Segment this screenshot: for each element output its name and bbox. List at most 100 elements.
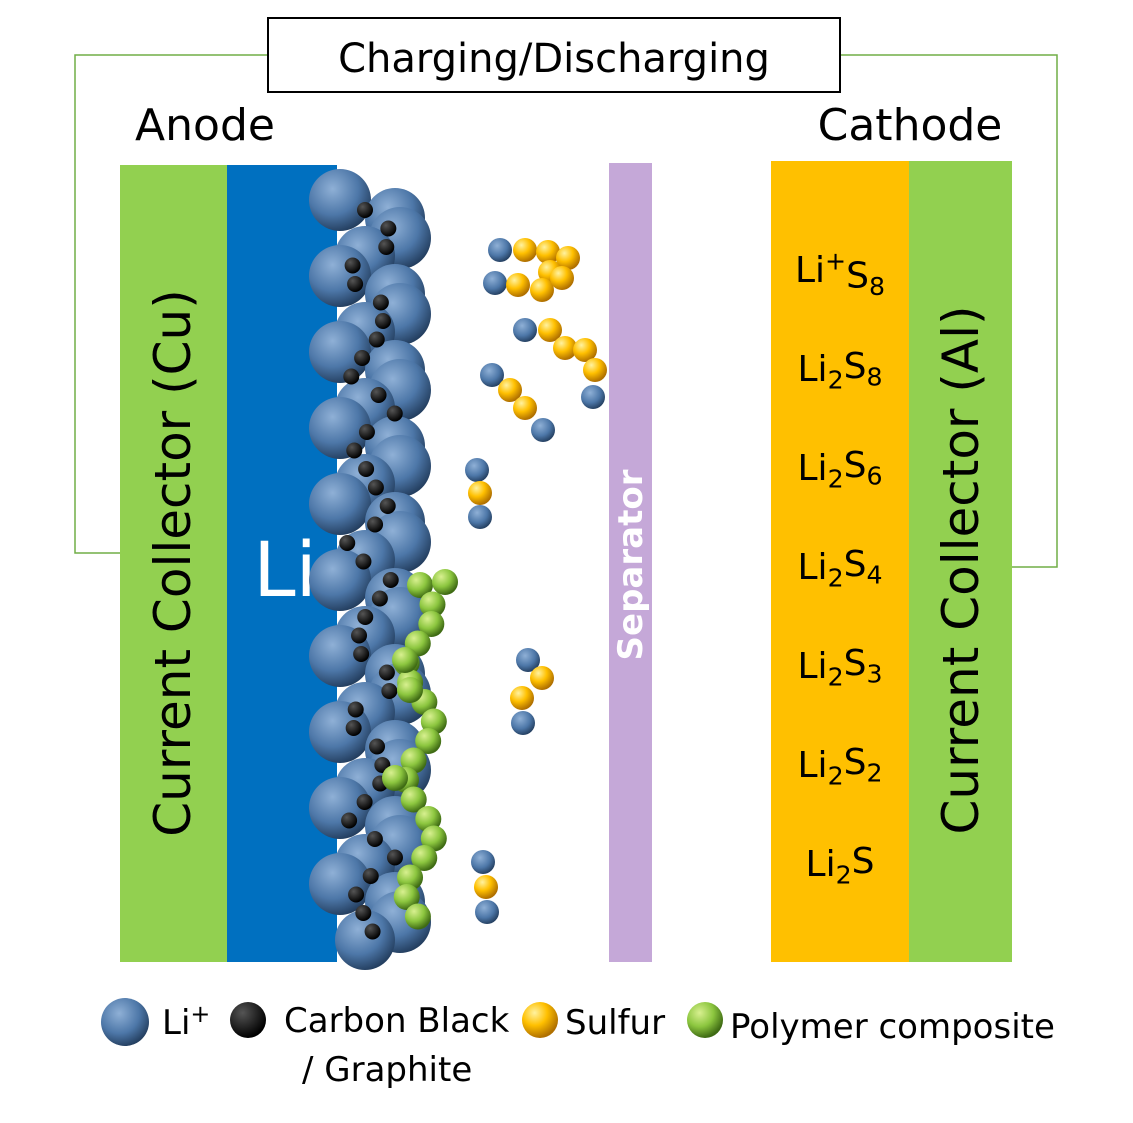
wire (840, 54, 1058, 568)
s-particle (553, 336, 577, 360)
k-particle (369, 738, 386, 755)
k-particle (371, 590, 388, 607)
legend-label: Polymer composite (730, 1007, 1055, 1047)
text-run: S (844, 445, 867, 486)
s-particle (498, 378, 522, 402)
separator-label: Separator (611, 469, 651, 660)
text-run: Li (798, 448, 828, 489)
g-particle (392, 647, 418, 673)
b-particle (475, 900, 499, 924)
b-particle (335, 910, 395, 970)
k-particle (351, 627, 368, 644)
k-particle (357, 202, 373, 218)
text-run: 2 (828, 465, 844, 494)
text-run: S (844, 742, 867, 783)
text-run: S (844, 643, 867, 684)
g-particle (415, 806, 442, 832)
anode-label: Anode (135, 100, 275, 151)
text-run: 3 (866, 659, 882, 688)
s-particle (538, 318, 562, 342)
b-particle (511, 711, 535, 735)
s-particle (583, 358, 607, 382)
s-particle (556, 246, 580, 270)
k-particle (378, 664, 395, 681)
b-particle (516, 648, 540, 672)
species-label: Li2S8 (798, 346, 883, 395)
b-particle (488, 238, 512, 262)
cathode-collector (909, 161, 1012, 962)
k-particle (380, 220, 397, 237)
title: Charging/Discharging (338, 36, 770, 82)
b-particle (468, 505, 492, 529)
b-particle (513, 318, 537, 342)
k-particle (347, 276, 364, 292)
text-run: Li (798, 745, 828, 786)
text-run: 8 (869, 272, 885, 301)
s-particle (522, 1002, 558, 1038)
s-particle (513, 396, 537, 420)
g-particle (432, 569, 458, 595)
k-particle (357, 609, 374, 625)
k-particle (374, 313, 391, 329)
text-run: 8 (866, 362, 882, 391)
k-particle (346, 442, 363, 459)
species-label: Li2S6 (798, 445, 883, 494)
k-particle (370, 387, 387, 403)
g-particle (418, 611, 445, 637)
k-particle (382, 572, 399, 588)
text-run: S (846, 255, 869, 296)
s-particle (573, 338, 597, 362)
legend-label: Li+ (162, 1000, 210, 1043)
s-particle (474, 875, 498, 899)
k-particle (345, 720, 362, 736)
k-particle (372, 294, 389, 311)
b-particle (309, 473, 371, 535)
b-particle (309, 245, 371, 307)
k-particle (355, 905, 372, 921)
b-particle (309, 169, 371, 231)
lithium-label: Li (253, 525, 316, 614)
g-particle (415, 728, 442, 754)
k-particle (386, 405, 403, 422)
k-particle (353, 646, 370, 662)
text-run: Li (795, 250, 825, 291)
k-particle (386, 849, 403, 866)
legend-label: Carbon Black (284, 1001, 510, 1041)
k-particle (344, 257, 361, 274)
species-label: Li2S4 (798, 544, 883, 593)
text-run: 2 (828, 564, 844, 593)
text-run: Li (806, 844, 836, 885)
k-particle (367, 479, 384, 496)
k-particle (367, 516, 384, 533)
text-run: S (844, 544, 867, 585)
k-particle (381, 683, 398, 699)
k-particle (341, 812, 358, 829)
k-particle (364, 923, 381, 940)
species-label: Li+S8 (795, 246, 885, 301)
text-run: Li (162, 1003, 190, 1043)
k-particle (366, 831, 383, 847)
species-label: Li2S2 (798, 742, 883, 791)
g-particle (687, 1002, 723, 1038)
text-run: S (852, 841, 875, 882)
separator (609, 163, 652, 962)
anode-collector (120, 165, 227, 962)
wire (74, 54, 268, 554)
b-particle (101, 998, 149, 1046)
g-particle (397, 677, 423, 703)
text-run: Li (798, 349, 828, 390)
b-particle (465, 458, 489, 482)
s-particle (530, 278, 554, 302)
text-run: S (844, 346, 867, 387)
text-run: Li (798, 646, 828, 687)
g-particle (407, 572, 433, 598)
species-label: Li2S (806, 841, 875, 890)
text-run: 2 (836, 861, 852, 890)
text-run: 2 (866, 758, 882, 787)
k-particle (347, 701, 364, 718)
text-run: 2 (828, 762, 844, 791)
text-run: 2 (828, 663, 844, 692)
k-particle (230, 1002, 266, 1038)
g-particle (411, 845, 438, 871)
